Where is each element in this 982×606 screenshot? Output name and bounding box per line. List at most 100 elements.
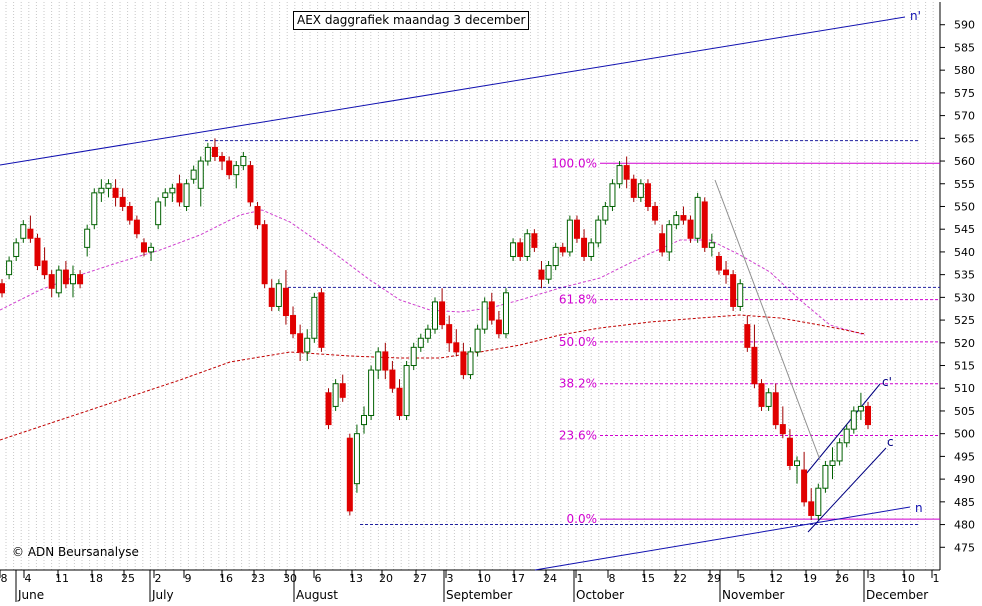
candle-body [779, 424, 786, 435]
x-tick-label: 24 [543, 572, 557, 585]
candle-body [275, 283, 282, 307]
candle-body [197, 160, 204, 189]
candle-body [13, 242, 20, 257]
candle-body [652, 205, 659, 221]
trendline-label-c-prime: c' [882, 375, 892, 389]
y-tick-label: 525 [954, 314, 975, 327]
candle-body [460, 351, 467, 376]
candle-body [119, 196, 126, 207]
candle-body [176, 183, 183, 203]
x-tick-label: 12 [769, 572, 783, 585]
candle-body [474, 328, 481, 353]
candle-body [339, 383, 346, 398]
candle-body [98, 187, 105, 194]
candle-body [268, 287, 275, 307]
candle-body [595, 219, 602, 244]
candle-body [20, 224, 27, 239]
x-tick-label: 23 [251, 572, 265, 585]
candle-body [211, 146, 218, 157]
candle-body [737, 283, 744, 307]
candle-body [375, 351, 382, 371]
candle-body [481, 301, 488, 330]
trendline-label-c: c [887, 435, 894, 449]
candle-body [694, 196, 701, 239]
candle-body [204, 146, 211, 162]
candle-body [715, 255, 722, 271]
candle-body [396, 387, 403, 417]
candle-body [282, 287, 289, 317]
candle-body [439, 301, 446, 326]
y-tick-label: 585 [954, 41, 975, 54]
candle-body [62, 269, 69, 285]
candle-body [297, 333, 304, 353]
candle-body [346, 437, 353, 512]
candle-body [410, 346, 417, 367]
x-tick-label: 8 [1, 572, 8, 585]
candle-body [254, 205, 261, 226]
x-tick-label: 29 [707, 572, 721, 585]
y-tick-label: 550 [954, 200, 975, 213]
y-tick-label: 490 [954, 473, 975, 486]
candle-body [69, 274, 76, 285]
y-tick-label: 505 [954, 405, 975, 418]
candle-body [581, 237, 588, 257]
x-tick-label: 15 [641, 572, 655, 585]
candle-body [495, 319, 502, 335]
candle-body [261, 224, 268, 285]
x-tick-label: 30 [283, 572, 297, 585]
candle-body [843, 428, 850, 444]
x-tick-label: 1 [577, 572, 584, 585]
x-tick-label: 10 [901, 572, 915, 585]
y-tick-label: 520 [954, 337, 975, 350]
candle-body [801, 469, 808, 503]
candle-body [524, 233, 531, 257]
candle-body [105, 183, 112, 189]
fibonacci-level-label: 61.8% [559, 293, 597, 307]
y-tick-label: 480 [954, 519, 975, 532]
x-tick-label: 13 [349, 572, 363, 585]
candle-body [865, 405, 871, 426]
candle-body [140, 242, 147, 253]
channel-line-lower [807, 447, 887, 533]
candle-body [353, 433, 360, 485]
x-tick-label: 3 [869, 572, 876, 585]
candle-body [616, 165, 623, 185]
candle-body [552, 246, 559, 267]
x-tick-label: 22 [673, 572, 687, 585]
candle-body [432, 301, 438, 330]
candle-body [545, 265, 552, 280]
candle-body [538, 269, 545, 280]
fibonacci-level-label: 23.6% [559, 428, 597, 442]
candle-body [758, 383, 765, 407]
x-tick-label: 5 [739, 572, 746, 585]
candle-body [765, 392, 772, 407]
x-month-label: September [446, 588, 512, 602]
x-tick-label: 16 [219, 572, 233, 585]
candle-body [27, 228, 34, 239]
candle-body [680, 215, 687, 221]
candle-body [112, 187, 119, 198]
candle-body [531, 233, 538, 248]
candle-body [836, 442, 843, 462]
channel-line-upper [805, 383, 881, 475]
y-tick-label: 530 [954, 291, 975, 304]
candle-body [502, 292, 509, 335]
x-tick-label: 10 [477, 572, 491, 585]
candle-body [417, 337, 424, 348]
candle-body [623, 165, 630, 180]
candle-body [644, 183, 651, 207]
x-tick-label: 19 [803, 572, 817, 585]
x-tick-label: 26 [835, 572, 849, 585]
candle-body [190, 169, 197, 180]
candle-body [91, 192, 98, 226]
x-tick-label: 4 [25, 572, 32, 585]
x-month-label: December [866, 588, 928, 602]
candle-body [304, 337, 311, 353]
y-tick-label: 590 [954, 19, 975, 32]
candle-body [772, 392, 779, 426]
candle-body [169, 187, 176, 194]
candle-body [588, 242, 595, 257]
candle-body [744, 324, 751, 348]
candle-body [84, 228, 91, 248]
